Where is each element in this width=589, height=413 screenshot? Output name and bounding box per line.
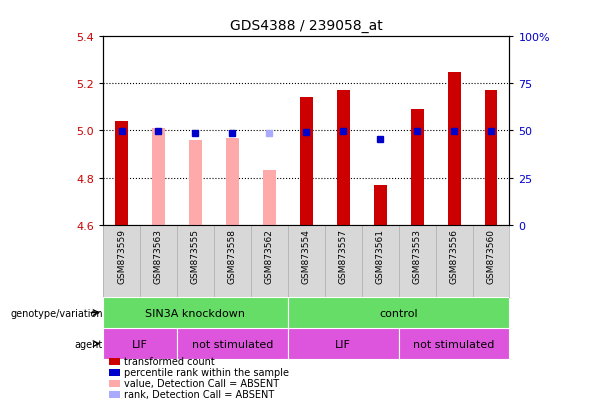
Text: GSM873556: GSM873556 xyxy=(449,229,459,284)
Title: GDS4388 / 239058_at: GDS4388 / 239058_at xyxy=(230,19,383,33)
Text: not stimulated: not stimulated xyxy=(191,339,273,349)
Text: GSM873558: GSM873558 xyxy=(228,229,237,284)
Bar xyxy=(288,328,399,359)
Text: percentile rank within the sample: percentile rank within the sample xyxy=(124,368,289,377)
Bar xyxy=(152,129,165,225)
Bar xyxy=(263,171,276,225)
Bar xyxy=(399,328,509,359)
Bar xyxy=(337,91,350,225)
Text: GSM873559: GSM873559 xyxy=(117,229,126,284)
Text: GSM873555: GSM873555 xyxy=(191,229,200,284)
Bar xyxy=(300,98,313,225)
Bar xyxy=(189,140,202,225)
Bar xyxy=(411,110,423,225)
Text: GSM873563: GSM873563 xyxy=(154,229,163,284)
Bar xyxy=(177,328,288,359)
Text: LIF: LIF xyxy=(335,339,351,349)
Text: GSM873560: GSM873560 xyxy=(487,229,495,284)
Text: GSM873557: GSM873557 xyxy=(339,229,348,284)
Bar xyxy=(448,72,461,225)
Text: agent: agent xyxy=(75,339,103,349)
Bar xyxy=(485,91,498,225)
Text: GSM873553: GSM873553 xyxy=(413,229,422,284)
Bar xyxy=(103,328,177,359)
Bar xyxy=(226,138,239,225)
Text: genotype/variation: genotype/variation xyxy=(11,308,103,318)
Text: LIF: LIF xyxy=(132,339,148,349)
Text: control: control xyxy=(379,308,418,318)
Bar xyxy=(373,185,386,225)
Text: SIN3A knockdown: SIN3A knockdown xyxy=(145,308,246,318)
Bar xyxy=(288,297,509,328)
Text: GSM873561: GSM873561 xyxy=(376,229,385,284)
Text: value, Detection Call = ABSENT: value, Detection Call = ABSENT xyxy=(124,378,279,388)
Text: transformed count: transformed count xyxy=(124,356,215,366)
Bar xyxy=(103,297,288,328)
Text: rank, Detection Call = ABSENT: rank, Detection Call = ABSENT xyxy=(124,389,274,399)
Text: GSM873554: GSM873554 xyxy=(302,229,311,283)
Bar xyxy=(115,122,128,225)
Text: not stimulated: not stimulated xyxy=(413,339,495,349)
Text: GSM873562: GSM873562 xyxy=(265,229,274,283)
